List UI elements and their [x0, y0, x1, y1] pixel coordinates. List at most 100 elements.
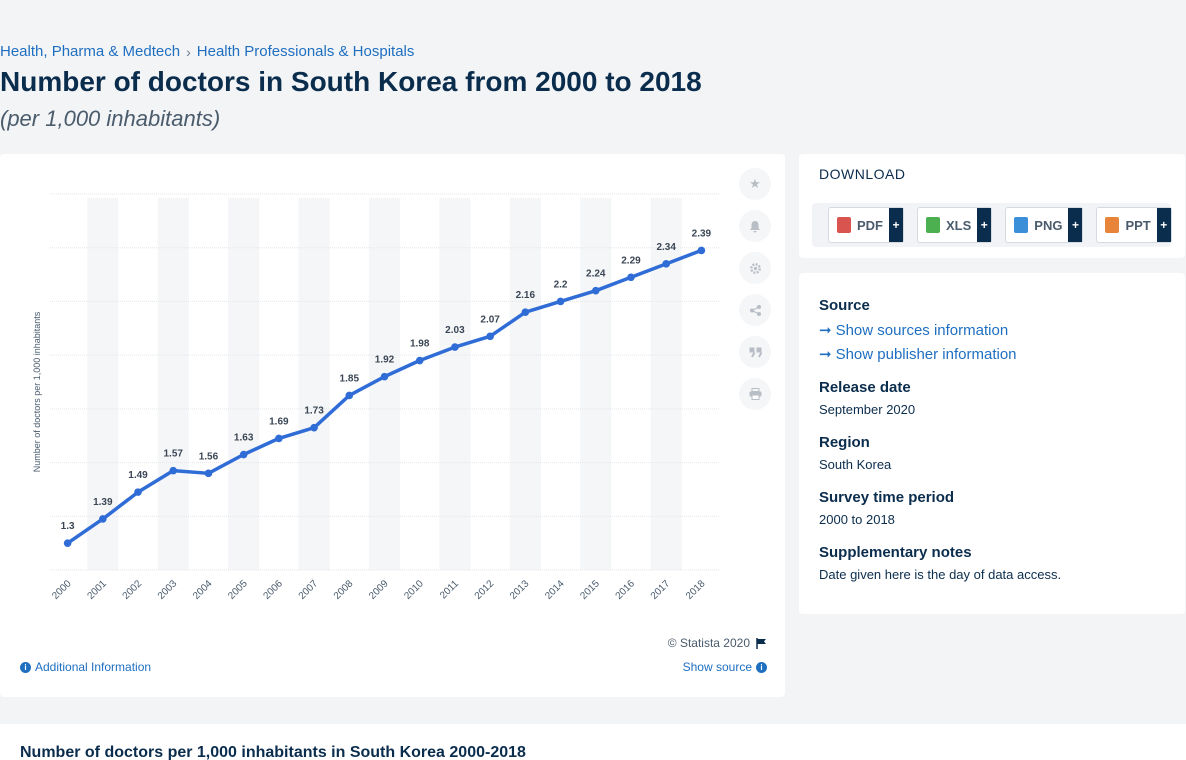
info-card: Source ➞ Show sources information ➞ Show…: [799, 273, 1185, 614]
data-point: [310, 423, 318, 432]
data-point: [556, 297, 565, 306]
data-point: [415, 356, 424, 365]
download-title: DOWNLOAD: [819, 166, 906, 182]
show-source-link[interactable]: Show source i: [683, 660, 767, 674]
region-heading: Region: [819, 434, 870, 451]
pdf-file-icon: [837, 217, 851, 233]
column-band: [228, 198, 260, 570]
data-point: [134, 488, 142, 496]
supplementary-notes-value: Date given here is the day of data acces…: [819, 567, 1062, 582]
data-label: 2.24: [586, 269, 606, 280]
download-ppt-button[interactable]: PPT +: [1096, 207, 1172, 243]
breadcrumb-link-professionals[interactable]: Health Professionals & Hospitals: [196, 43, 415, 60]
breadcrumb-separator: ›: [186, 43, 191, 60]
plus-icon[interactable]: +: [977, 208, 992, 242]
data-label: 1.39: [93, 497, 113, 508]
breadcrumb-link-health[interactable]: Health, Pharma & Medtech: [0, 43, 181, 60]
column-band: [87, 198, 119, 570]
data-label: 2.03: [445, 325, 465, 336]
chart-card: Number of doctors per 1,000 inhabitants 1…: [0, 154, 785, 697]
data-label: 1.56: [199, 451, 219, 462]
column-band: [157, 198, 189, 570]
data-point: [697, 246, 706, 255]
flag-icon[interactable]: [756, 637, 767, 649]
data-label: 1.92: [375, 355, 395, 366]
line-chart: Number of doctors per 1,000 inhabitants 1…: [32, 193, 719, 602]
plus-icon[interactable]: +: [1156, 208, 1171, 242]
show-source-label: Show source: [682, 660, 752, 674]
data-label: 1.3: [61, 521, 75, 532]
info-icon: i: [20, 661, 31, 673]
download-card: DOWNLOAD PDF + XLS + PNG + PPT +: [799, 154, 1185, 258]
x-tick-label: 2014: [543, 578, 567, 602]
chart-toolbar: ★: [739, 168, 771, 410]
data-label: 1.63: [234, 433, 254, 444]
plus-icon[interactable]: +: [1068, 208, 1083, 242]
page-subtitle: (per 1,000 inhabitants): [0, 106, 221, 131]
quote-icon[interactable]: [739, 336, 771, 368]
survey-period-value: 2000 to 2018: [819, 512, 895, 527]
download-buttons: PDF + XLS + PNG + PPT +: [812, 203, 1172, 247]
data-point: [239, 450, 248, 459]
share-icon[interactable]: [739, 294, 771, 326]
supplementary-notes-heading: Supplementary notes: [819, 544, 972, 561]
additional-info-link[interactable]: i Additional Information: [20, 660, 151, 674]
source-heading: Source: [819, 297, 870, 314]
download-ppt-label: PPT: [1125, 217, 1151, 233]
x-tick-label: 2006: [261, 578, 285, 602]
download-xls-button[interactable]: XLS +: [917, 207, 993, 243]
data-point: [486, 332, 494, 341]
show-publisher-link[interactable]: ➞ Show publisher information: [819, 345, 1017, 364]
data-point: [521, 308, 530, 316]
x-tick-label: 2013: [508, 578, 532, 602]
chart-credit: © Statista 2020: [668, 636, 767, 650]
data-point: [451, 343, 459, 351]
download-pdf-label: PDF: [857, 217, 883, 233]
x-tick-label: 2007: [297, 578, 321, 602]
download-png-label: PNG: [1034, 217, 1063, 233]
show-sources-label: Show sources information: [835, 321, 1009, 339]
ppt-file-icon: [1105, 217, 1120, 233]
data-label: 2.07: [480, 314, 500, 325]
credit-text: © Statista 2020: [667, 636, 750, 650]
column-band: [650, 198, 682, 570]
data-label: 1.57: [164, 449, 184, 460]
arrow-right-icon: ➞: [819, 346, 832, 363]
png-file-icon: [1014, 217, 1029, 233]
star-icon[interactable]: ★: [739, 168, 771, 200]
column-band: [298, 198, 330, 570]
breadcrumb: Health, Pharma & Medtech › Health Profes…: [0, 43, 414, 60]
print-icon[interactable]: [739, 378, 771, 410]
plus-icon[interactable]: +: [889, 208, 903, 242]
data-point: [275, 434, 283, 443]
bell-icon[interactable]: [739, 210, 771, 242]
statistic-description-title: Number of doctors per 1,000 inhabitants …: [20, 744, 526, 760]
x-tick-label: 2008: [332, 578, 356, 602]
show-sources-link[interactable]: ➞ Show sources information: [819, 321, 1009, 340]
x-tick-label: 2005: [226, 578, 250, 602]
data-point: [380, 372, 389, 381]
info-icon: i: [756, 661, 767, 673]
gear-icon[interactable]: [739, 252, 771, 284]
region-value: South Korea: [819, 457, 892, 472]
xls-file-icon: [926, 217, 940, 233]
data-label: 1.98: [410, 339, 430, 350]
x-tick-label: 2016: [614, 578, 638, 602]
data-point: [627, 273, 635, 282]
statistic-description-card: Number of doctors per 1,000 inhabitants …: [0, 724, 1186, 760]
x-tick-label: 2012: [473, 578, 497, 602]
data-label: 2.39: [692, 228, 712, 239]
data-label: 2.16: [516, 290, 536, 301]
download-pdf-button[interactable]: PDF +: [828, 207, 904, 243]
x-tick-label: 2011: [438, 578, 461, 601]
data-label: 1.85: [340, 373, 360, 384]
survey-period-heading: Survey time period: [819, 489, 955, 506]
data-point: [169, 466, 178, 475]
show-publisher-label: Show publisher information: [835, 345, 1017, 363]
arrow-right-icon: ➞: [819, 322, 832, 339]
data-label: 2.34: [656, 242, 676, 253]
data-point: [591, 286, 600, 295]
x-tick-label: 2018: [684, 578, 708, 602]
download-png-button[interactable]: PNG +: [1005, 207, 1084, 243]
